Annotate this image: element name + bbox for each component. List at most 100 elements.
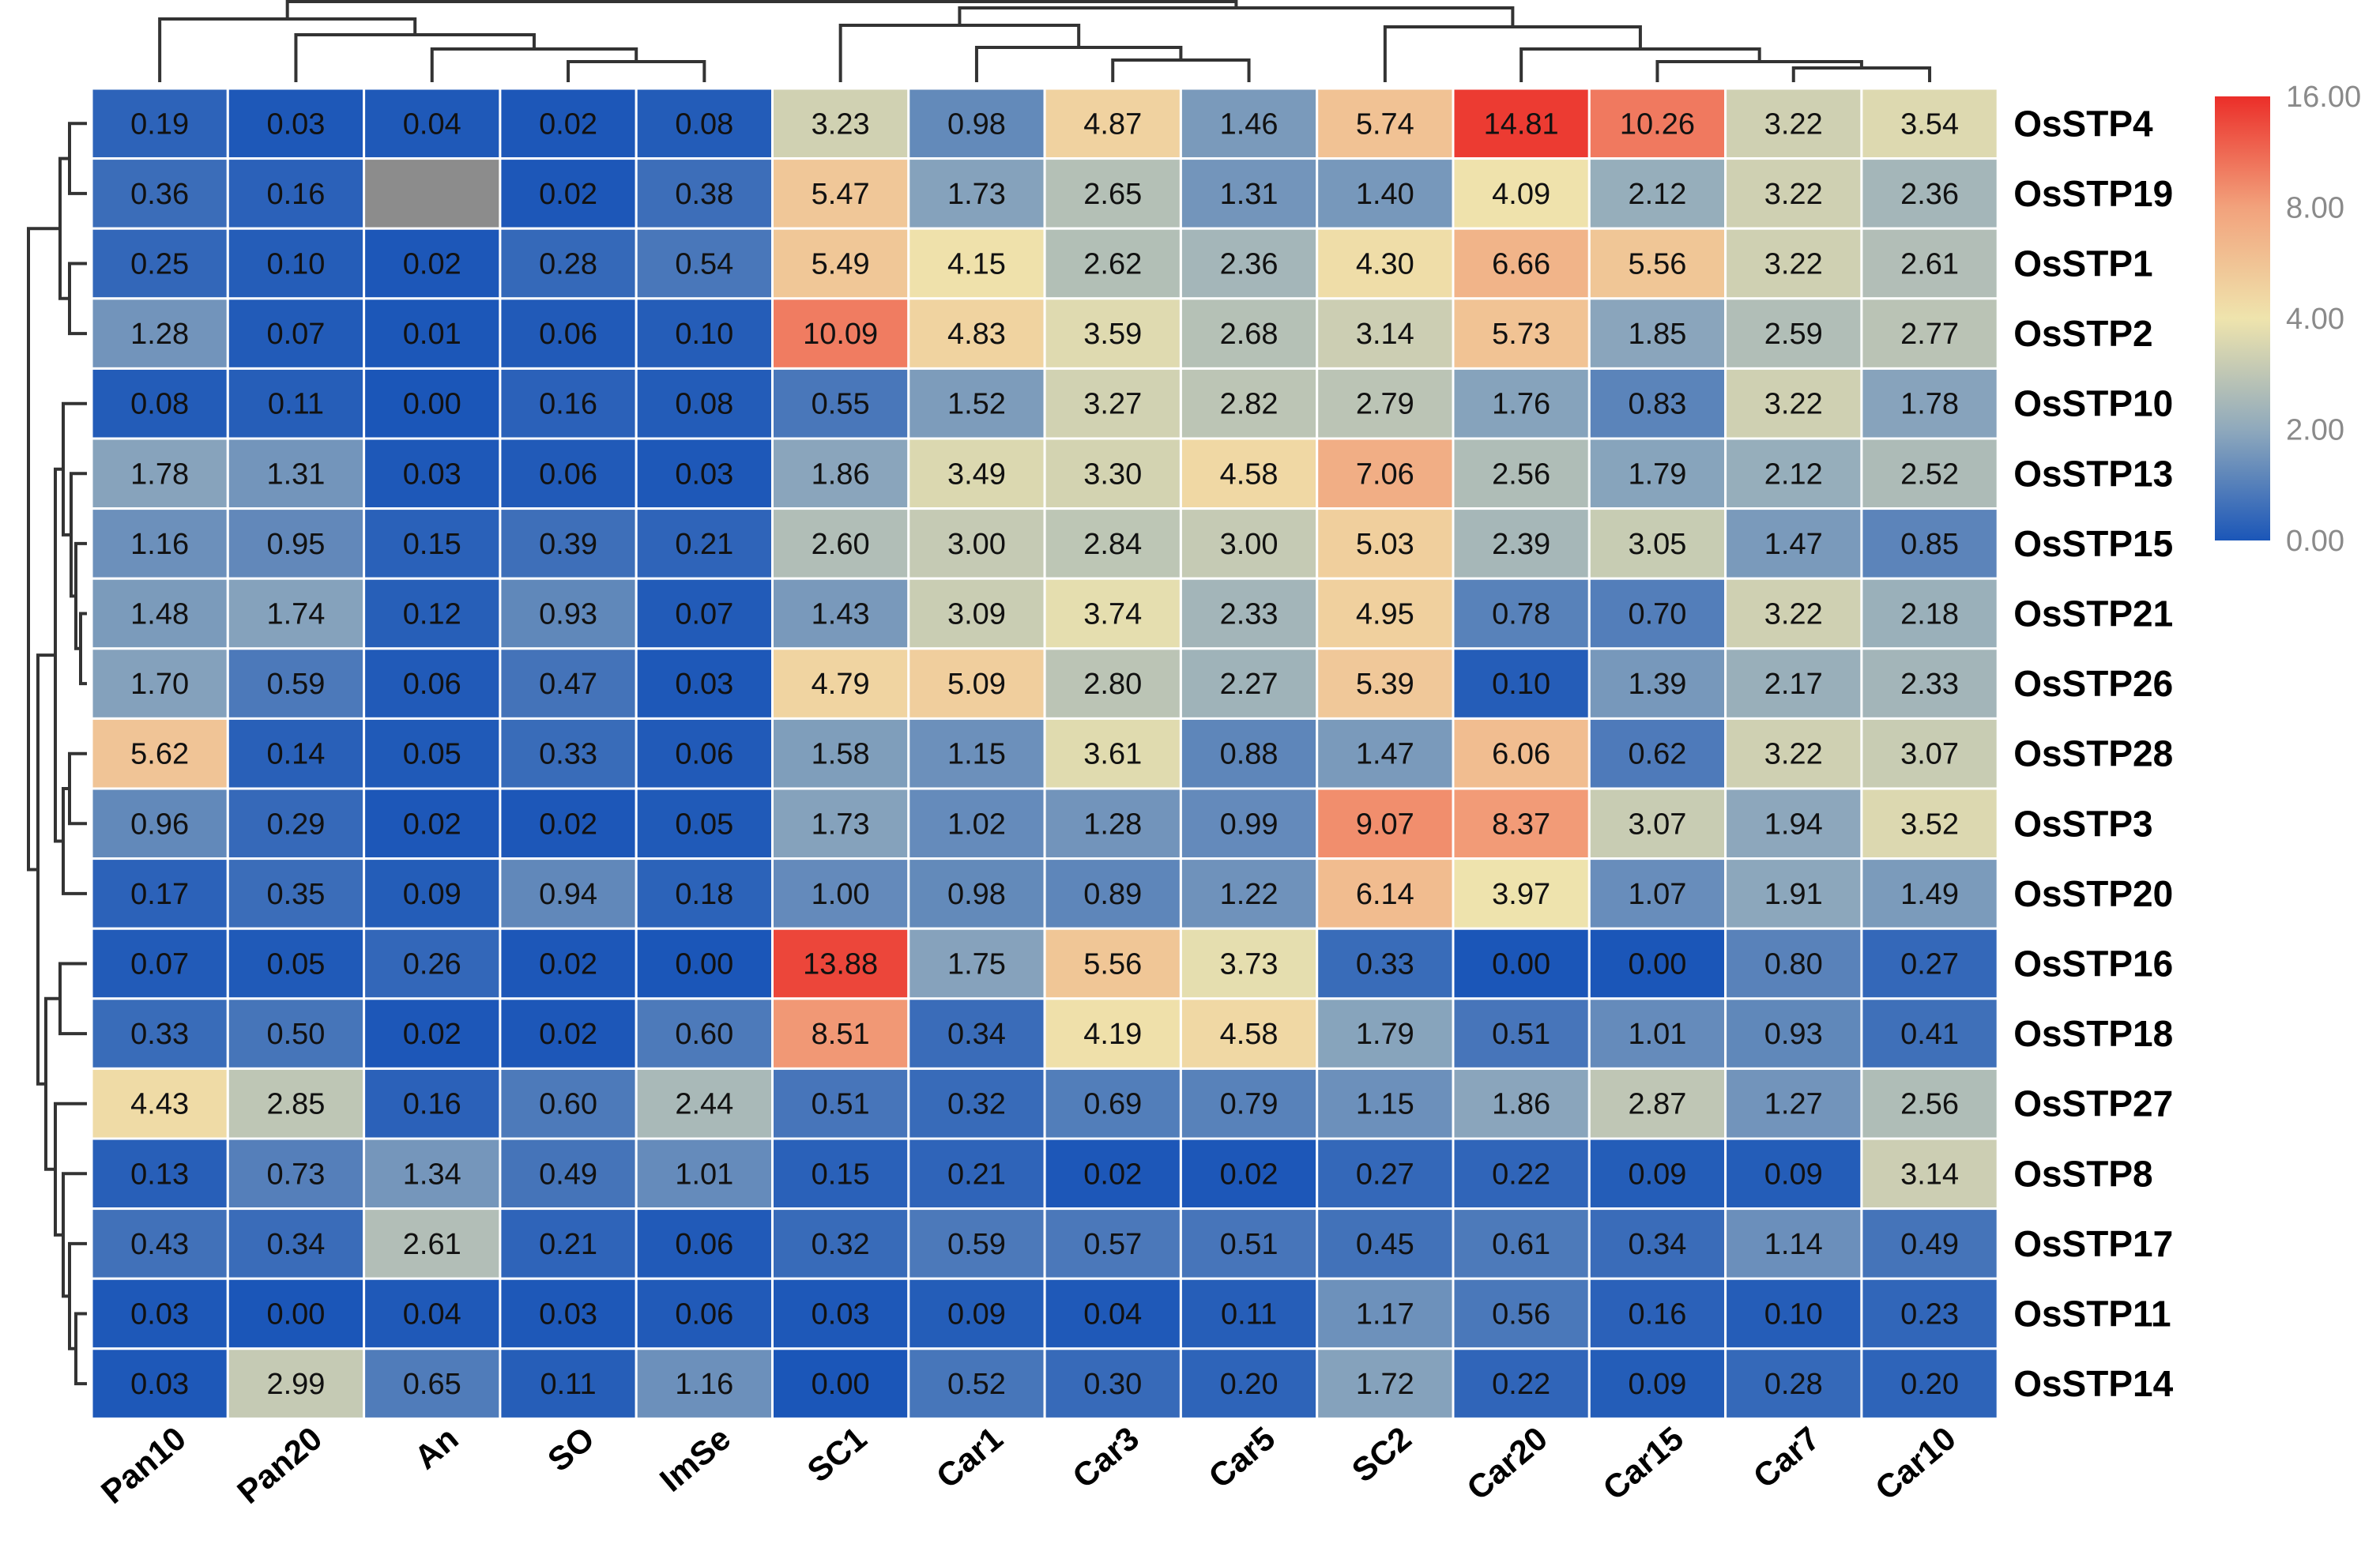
cell-value-label: 2.17 — [1764, 668, 1823, 701]
heatmap-cell — [1587, 1207, 1727, 1280]
heatmap-cell — [771, 1277, 910, 1350]
cell-value-label: 0.02 — [539, 948, 597, 981]
cell-value-label: 0.22 — [1492, 1158, 1550, 1191]
row-label: OsSTP15 — [2013, 523, 2173, 564]
cell-value-label: 0.51 — [1492, 1018, 1550, 1051]
cell-value-label: 2.99 — [266, 1368, 325, 1401]
row-label: OsSTP17 — [2013, 1223, 2173, 1264]
cell-value-label: 0.02 — [403, 248, 461, 281]
heatmap-cell — [363, 157, 502, 230]
cell-value-label: 0.11 — [540, 1368, 596, 1401]
heatmap-cell — [90, 297, 229, 370]
cell-value-label: 0.94 — [539, 878, 597, 911]
cell-value-label: 2.61 — [1900, 248, 1959, 281]
dendrogram-branch — [62, 401, 87, 537]
cell-value-label: 0.00 — [1628, 948, 1686, 981]
cell-value-label: 1.76 — [1492, 388, 1550, 421]
cell-value-label: 0.00 — [812, 1368, 870, 1401]
column-label: An — [407, 1419, 465, 1476]
cell-value-label: 0.43 — [130, 1228, 189, 1261]
heatmap-cell — [771, 997, 910, 1070]
cell-value-label: 0.00 — [266, 1298, 325, 1331]
heatmap-cell — [1316, 297, 1455, 370]
heatmap-cell — [1316, 87, 1455, 160]
cell-value-label: 3.00 — [1220, 528, 1278, 561]
row-labels: OsSTP4 OsSTP19 OsSTP1 OsSTP2 OsSTP10 OsSTP13 O… — [2013, 103, 2173, 1404]
cell-value-label: 2.65 — [1083, 178, 1142, 211]
heatmap-cell — [499, 157, 638, 230]
cell-value-label: 1.49 — [1900, 878, 1959, 911]
heatmap-cell — [1860, 927, 1999, 1000]
cell-value-label: 0.10 — [675, 318, 733, 351]
cell-value-label: 0.04 — [1083, 1298, 1142, 1331]
column-label: Car3 — [1065, 1419, 1146, 1495]
cell-value-label: 0.73 — [266, 1158, 325, 1191]
cell-value-label: 0.04 — [403, 107, 461, 141]
cell-value-label: 0.07 — [130, 948, 189, 981]
column-label: Car1 — [929, 1419, 1010, 1495]
heatmap-cell — [226, 1347, 366, 1420]
heatmap-cell — [1724, 1137, 1863, 1211]
cell-value-label: 1.40 — [1356, 178, 1414, 211]
heatmap-cell — [907, 437, 1046, 510]
heatmap-cell — [1043, 787, 1182, 860]
heatmap-cell — [1179, 997, 1319, 1070]
heatmap-cell — [226, 647, 366, 720]
heatmap-cell — [1043, 367, 1182, 440]
heatmap-cell — [499, 1277, 638, 1350]
heatmap-cell — [1860, 787, 1999, 860]
dendrogram-branch — [974, 46, 1183, 82]
heatmap-cell — [635, 227, 774, 300]
cell-value-label: 4.43 — [130, 1088, 189, 1121]
cell-value-label: 1.58 — [812, 738, 870, 771]
cell-value-label: 0.19 — [130, 107, 189, 141]
cell-value-label: 1.48 — [130, 598, 189, 631]
heatmap-cell — [1316, 507, 1455, 580]
heatmap-cell — [226, 1067, 366, 1140]
cell-value-label: 0.20 — [1900, 1368, 1959, 1401]
cell-value-label: 4.19 — [1083, 1018, 1142, 1051]
cell-value-label: 4.58 — [1220, 1018, 1278, 1051]
heatmap-cell — [1587, 1347, 1727, 1420]
heatmap-cell — [90, 1137, 229, 1211]
cell-value-label: 1.72 — [1356, 1368, 1414, 1401]
cell-value-label: 6.06 — [1492, 738, 1550, 771]
dendrogram-branch — [1791, 66, 1932, 82]
cell-value-label: 0.16 — [539, 388, 597, 421]
cell-value-label: 2.61 — [403, 1228, 461, 1261]
cell-value-label: 0.03 — [539, 1298, 597, 1331]
cell-value-label: 0.57 — [1083, 1228, 1142, 1261]
dendrogram-branch — [58, 962, 87, 1036]
heatmap-cell — [1860, 157, 1999, 230]
cell-value-label: 0.34 — [947, 1018, 1006, 1051]
legend-tick-label: 0.00 — [2286, 525, 2344, 558]
cell-value-label: 0.55 — [812, 388, 870, 421]
cell-value-label: 1.00 — [812, 878, 870, 911]
cell-value-label: 1.79 — [1628, 458, 1686, 491]
cell-value-label: 0.00 — [675, 948, 733, 981]
cell-value-label: 0.02 — [403, 1018, 461, 1051]
heatmap-cell — [771, 297, 910, 370]
cell-value-label: 0.13 — [130, 1158, 189, 1191]
cell-value-label: 5.56 — [1083, 948, 1142, 981]
heatmap-cell — [499, 647, 638, 720]
heatmap-cell — [499, 927, 638, 1000]
dendrogram-branch — [62, 787, 87, 895]
dendrogram-branch — [838, 24, 1081, 82]
cell-value-label: 3.22 — [1764, 248, 1823, 281]
heatmap-cell — [1452, 1137, 1591, 1211]
cell-value-label: 0.83 — [1628, 388, 1686, 421]
column-label: ImSe — [653, 1419, 737, 1499]
cell-value-label: 1.86 — [1492, 1088, 1550, 1121]
heatmap-cell — [1724, 787, 1863, 860]
cell-value-label: 1.27 — [1764, 1088, 1823, 1121]
heatmap-cell — [1587, 717, 1727, 790]
cell-value-label: 0.98 — [947, 878, 1006, 911]
heatmap-cell — [1860, 1067, 1999, 1140]
heatmap-cell — [907, 1067, 1046, 1140]
cell-value-label: 0.62 — [1628, 738, 1686, 771]
row-label: OsSTP21 — [2013, 593, 2173, 635]
cell-value-label: 4.30 — [1356, 248, 1414, 281]
heatmap-cell — [1316, 1277, 1455, 1350]
heatmap-cell — [1179, 1347, 1319, 1420]
